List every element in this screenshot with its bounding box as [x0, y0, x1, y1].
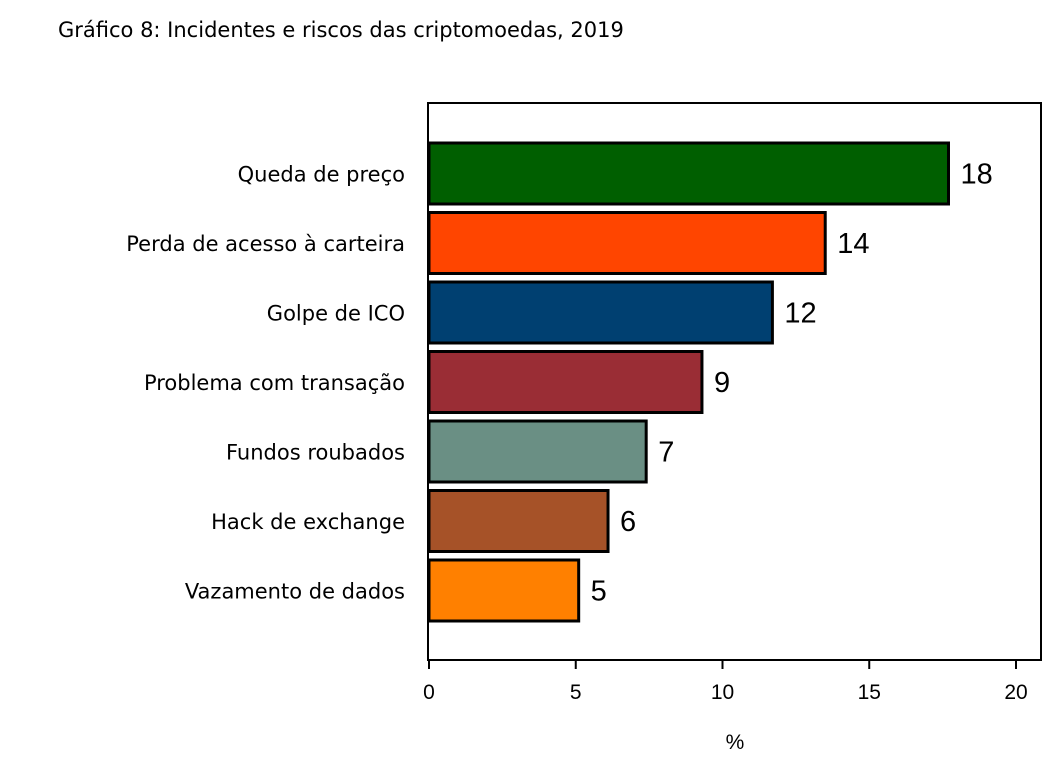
data-label-5: 7	[658, 437, 674, 469]
chart-title: Gráfico 8: Incidentes e riscos das cript…	[58, 18, 624, 42]
bar-7	[427, 558, 581, 623]
data-label-2: 14	[837, 228, 869, 260]
data-label-4: 9	[714, 367, 730, 399]
bar-4	[427, 350, 704, 414]
x-tick-label-5: 20	[1004, 681, 1027, 704]
x-tick-label-2: 5	[570, 681, 582, 704]
x-axis-label: %	[726, 731, 745, 754]
category-label-6: Hack de exchange	[211, 510, 405, 534]
bar-6	[427, 489, 610, 553]
bar-5	[427, 419, 648, 484]
bars-layer: Queda de preço 18 Perda de acesso à cartei…	[126, 141, 993, 623]
bar-1	[427, 141, 950, 206]
data-label-6: 6	[620, 506, 636, 538]
x-axis: 0 5 10 15 20	[423, 660, 1028, 704]
bar-3	[427, 280, 774, 345]
category-label-5: Fundos roubados	[226, 441, 405, 465]
category-label-3: Golpe de ICO	[267, 302, 405, 326]
data-label-3: 12	[784, 298, 816, 330]
category-label-2: Perda de acesso à carteira	[126, 232, 405, 256]
category-label-4: Problema com transação	[144, 371, 405, 395]
data-label-7: 5	[591, 576, 607, 608]
x-tick-label-3: 10	[711, 681, 734, 704]
bar-2	[427, 211, 827, 275]
data-label-1: 18	[960, 159, 992, 191]
x-tick-label-1: 0	[423, 681, 435, 704]
category-label-1: Queda de preço	[238, 163, 405, 187]
x-tick-label-4: 15	[858, 681, 881, 704]
category-label-7: Vazamento de dados	[185, 580, 405, 604]
